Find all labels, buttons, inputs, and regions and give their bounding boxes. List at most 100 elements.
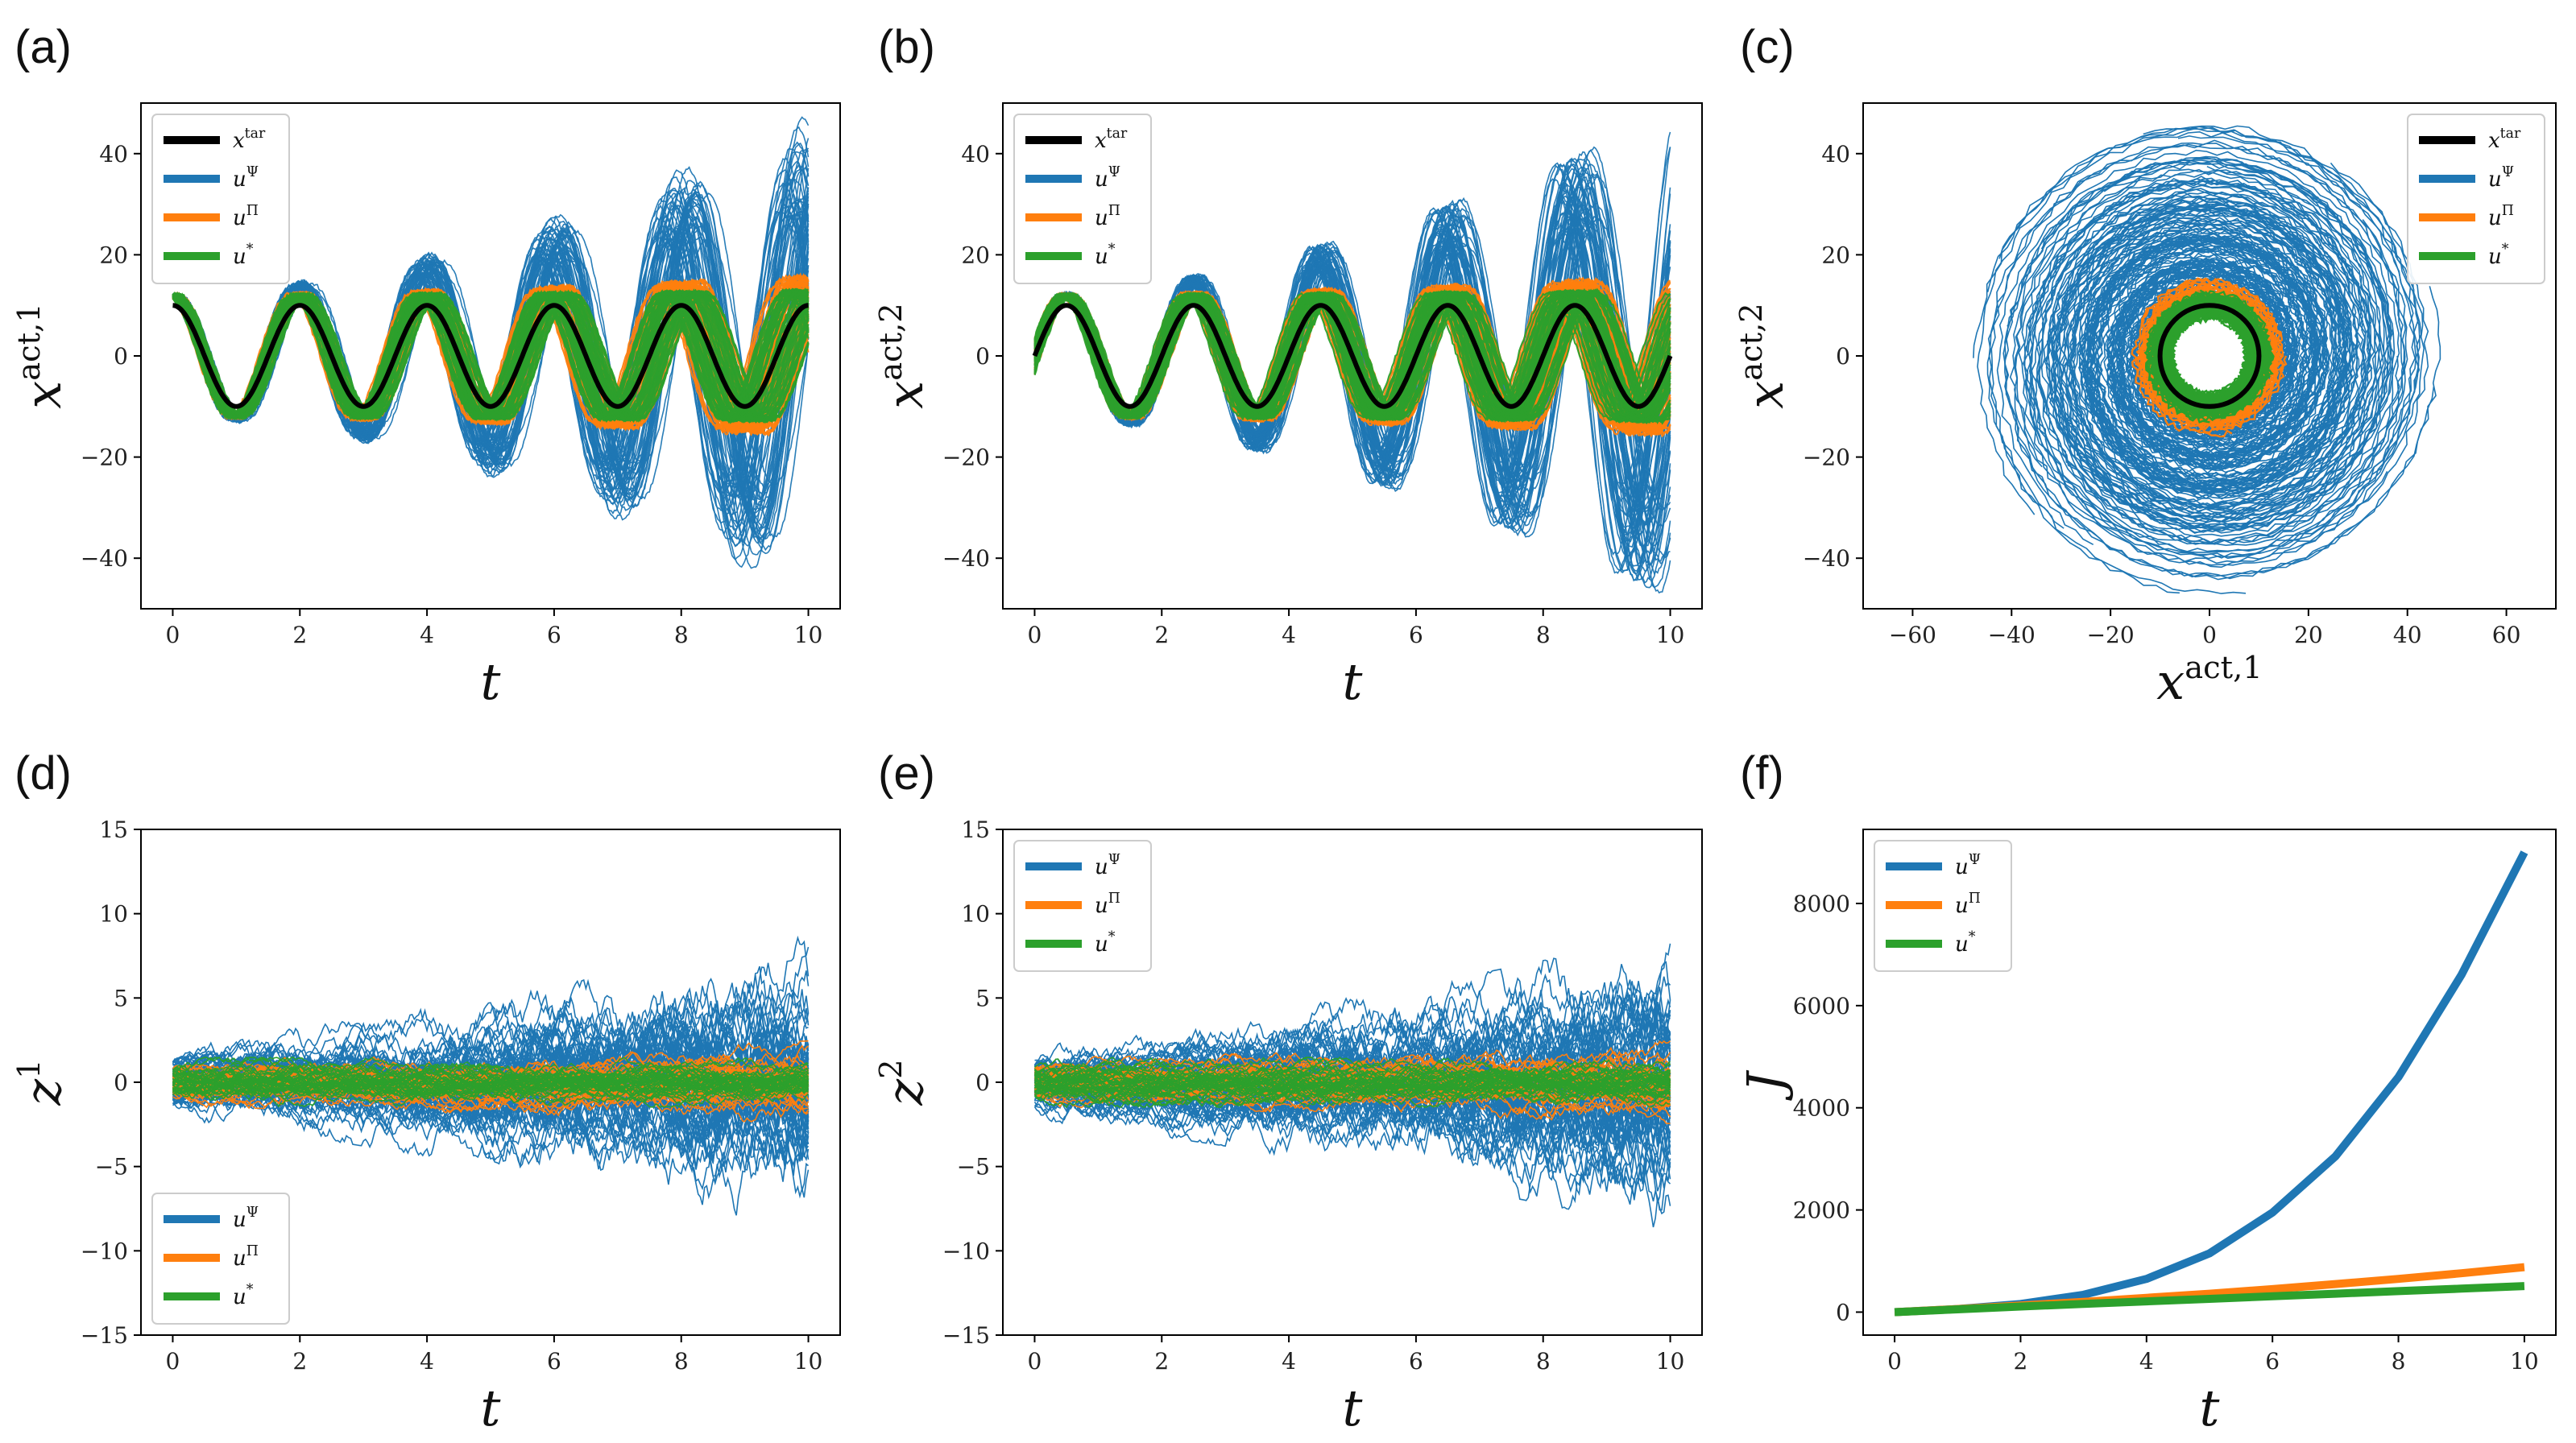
legend-label: uΨ (1095, 164, 1120, 192)
y-tick-label: 0 (114, 343, 128, 370)
y-axis-label: J (1736, 1069, 1795, 1101)
x-tick-label: 20 (2294, 622, 2323, 648)
y-tick-label: 10 (99, 901, 128, 928)
y-tick-label: −20 (81, 444, 128, 471)
series-xtar-3 (172, 303, 809, 409)
cost-line (1894, 1282, 2525, 1317)
noise-trajectory (1033, 1078, 1671, 1106)
legend-box (1013, 840, 1152, 972)
legend-label: u* (233, 242, 254, 269)
x-tick-label: 4 (1282, 622, 1296, 648)
plot-area (172, 935, 810, 1216)
x-axis-label: xact,1 (2156, 650, 2263, 711)
legend-box (151, 1193, 290, 1325)
panel-d: (d) 0 2 4 6 8 10 −15 −10 −5 0 5 10 15 t z1 uΨ uΠ u* (11, 747, 841, 1437)
panel-e: (e) 0 2 4 6 8 10 −15 −10 −5 0 5 10 15 t z2 uΨ uΠ u* (873, 747, 1703, 1437)
y-tick-label: 15 (961, 817, 990, 843)
y-tick-label: 10 (961, 901, 990, 928)
panel-label: (b) (878, 21, 935, 73)
legend-label: uΠ (233, 203, 259, 230)
series-u-2 (1894, 1282, 2525, 1317)
x-tick-label: 2 (292, 622, 307, 648)
y-tick-label: −40 (942, 545, 990, 572)
panel-a: (a) 0 2 4 6 8 10 −40 −20 0 20 40 t xact,1 xtar uΨ uΠ u* (11, 21, 841, 711)
legend-label: uΨ (233, 1205, 259, 1232)
y-axis-label: xact,2 (1733, 303, 1795, 409)
x-tick-label: 6 (2265, 1348, 2280, 1375)
y-tick-label: 20 (99, 242, 128, 268)
legend: uΨ uΠ u* (1874, 840, 2012, 972)
x-tick-label: 10 (794, 622, 823, 648)
x-tick-label: 6 (1409, 1348, 1423, 1375)
y-tick-label: −15 (81, 1322, 128, 1349)
legend-label: uΠ (2488, 203, 2514, 230)
y-tick-label: 15 (99, 817, 128, 843)
x-tick-label: 8 (674, 622, 689, 648)
series-u-0 (1973, 125, 2441, 594)
y-tick-label: 40 (961, 141, 990, 167)
y-tick-label: 5 (975, 985, 990, 1011)
series-u-2 (172, 1056, 810, 1108)
legend-label: uΨ (1095, 852, 1120, 879)
x-tick-label: 10 (2510, 1348, 2539, 1375)
y-axis-label: z2 (873, 1059, 934, 1106)
x-tick-label: 0 (1887, 1348, 1902, 1375)
x-tick-label: 10 (1656, 622, 1685, 648)
noise-trajectory (1033, 1069, 1671, 1097)
plot-area (172, 116, 810, 569)
legend-box (151, 114, 290, 284)
panel-label: (a) (14, 21, 72, 73)
x-tick-label: 2 (1154, 1348, 1169, 1375)
panel-label: (f) (1740, 747, 1784, 800)
x-axis-label: t (481, 652, 501, 711)
x-axis-label: t (1343, 1379, 1363, 1437)
legend: xtar uΨ uΠ u* (2407, 114, 2545, 284)
x-tick-label: 0 (1028, 1348, 1042, 1375)
y-tick-label: 20 (1821, 242, 1850, 268)
x-tick-label: −40 (1988, 622, 2036, 648)
y-tick-label: −5 (957, 1154, 990, 1180)
y-axis-label: xact,1 (11, 303, 72, 409)
panel-b: (b) 0 2 4 6 8 10 −40 −20 0 20 40 t xact,2 xtar uΨ uΠ u* (873, 21, 1703, 711)
legend-box (1013, 114, 1152, 284)
legend-label: xtar (1095, 126, 1128, 153)
legend-box (1874, 840, 2012, 972)
legend-label: u* (2488, 242, 2509, 269)
target-line (1032, 303, 1673, 409)
y-tick-label: 2000 (1793, 1197, 1850, 1224)
x-tick-label: −20 (2087, 622, 2135, 648)
x-tick-label: 10 (1656, 1348, 1685, 1375)
legend-label: u* (1095, 929, 1116, 957)
noise-trajectory (172, 1062, 810, 1103)
legend-label: u* (1955, 929, 1976, 957)
noise-trajectory (172, 1065, 809, 1103)
x-tick-label: 6 (547, 1348, 561, 1375)
y-tick-label: −5 (95, 1154, 128, 1180)
noise-trajectory (1033, 1069, 1671, 1104)
x-tick-label: 4 (420, 1348, 434, 1375)
y-tick-label: −10 (81, 1238, 128, 1264)
noise-trajectory (172, 1057, 810, 1106)
legend-label: uΨ (233, 164, 259, 192)
y-tick-label: 0 (975, 1069, 990, 1096)
plot-area (1973, 125, 2441, 594)
legend-label: xtar (233, 126, 266, 153)
x-tick-label: 0 (166, 1348, 180, 1375)
target-circle (2157, 303, 2262, 409)
legend: uΨ uΠ u* (151, 1193, 290, 1325)
legend-label: uΠ (1095, 891, 1120, 918)
x-axis-label: t (1343, 652, 1363, 711)
y-tick-label: −20 (1803, 444, 1850, 471)
noise-trajectory (172, 1007, 810, 1133)
plot-area (1033, 943, 1671, 1228)
legend-label: uΠ (233, 1243, 259, 1271)
x-tick-label: 40 (2393, 622, 2422, 648)
panel-label: (d) (14, 747, 72, 800)
x-tick-label: 6 (547, 622, 561, 648)
legend-label: u* (1095, 242, 1116, 269)
x-tick-label: 10 (794, 1348, 823, 1375)
x-tick-label: 2 (2014, 1348, 2028, 1375)
x-tick-label: 4 (2139, 1348, 2154, 1375)
y-tick-label: −40 (1803, 545, 1850, 572)
legend-label: uΠ (1955, 891, 1981, 918)
